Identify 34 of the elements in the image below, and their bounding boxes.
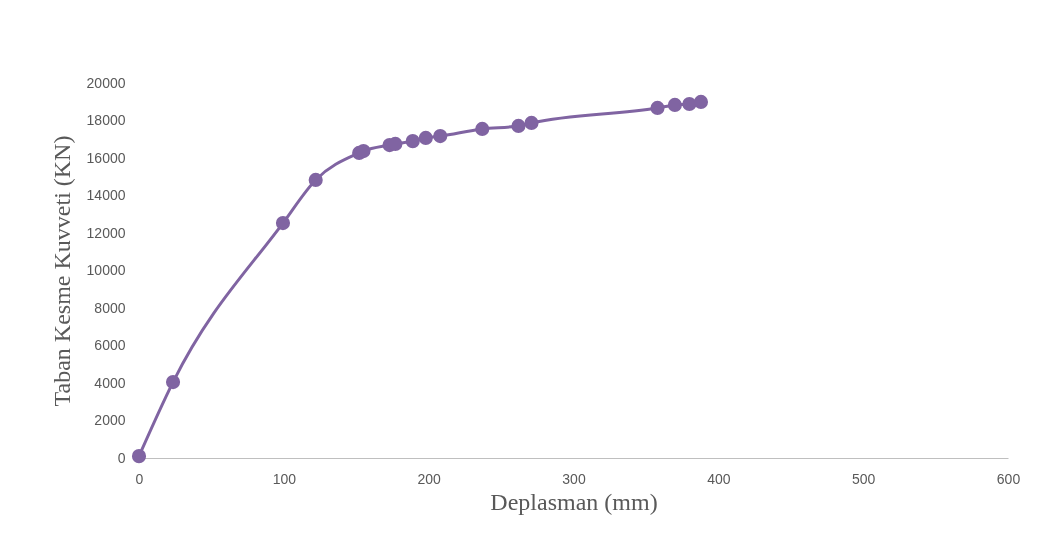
x-tick-label: 500 [851, 470, 876, 487]
y-tick-label: 0 [117, 449, 126, 466]
y-tick-label: 2000 [94, 412, 126, 428]
y-tick-label: 20000 [86, 74, 126, 91]
point [650, 100, 665, 115]
point [405, 134, 420, 149]
x-tick-label: 600 [996, 470, 1021, 487]
x-tick-label: 400 [707, 470, 731, 487]
point [418, 130, 433, 145]
point [475, 121, 490, 136]
point [693, 94, 709, 109]
point [433, 129, 448, 144]
y-tick-label: 16000 [86, 149, 126, 166]
point [165, 375, 181, 390]
x-tick-label: 100 [272, 470, 297, 487]
point [524, 115, 539, 130]
x-tick-label: 300 [562, 470, 586, 487]
point [356, 144, 371, 159]
y-tick-label: 4000 [94, 374, 126, 391]
y-tick-label: 8000 [94, 299, 126, 316]
x-axis-title: Deplasman (mm) [490, 488, 658, 515]
y-tick-label: 10000 [86, 262, 126, 278]
y-tick-label: 12000 [86, 224, 126, 241]
point [308, 172, 323, 187]
point [275, 216, 291, 231]
y-axis-title: Taban Kesme Kuvveti (KN) [48, 135, 75, 407]
point [667, 97, 682, 112]
x-tick-label: 0 [135, 470, 144, 487]
point [131, 449, 147, 464]
y-tick-label: 14000 [86, 187, 126, 203]
y-tick-label: 6000 [94, 337, 126, 353]
point [511, 118, 526, 133]
x-tick-label: 200 [417, 470, 442, 487]
y-tick-label: 18000 [86, 112, 126, 128]
